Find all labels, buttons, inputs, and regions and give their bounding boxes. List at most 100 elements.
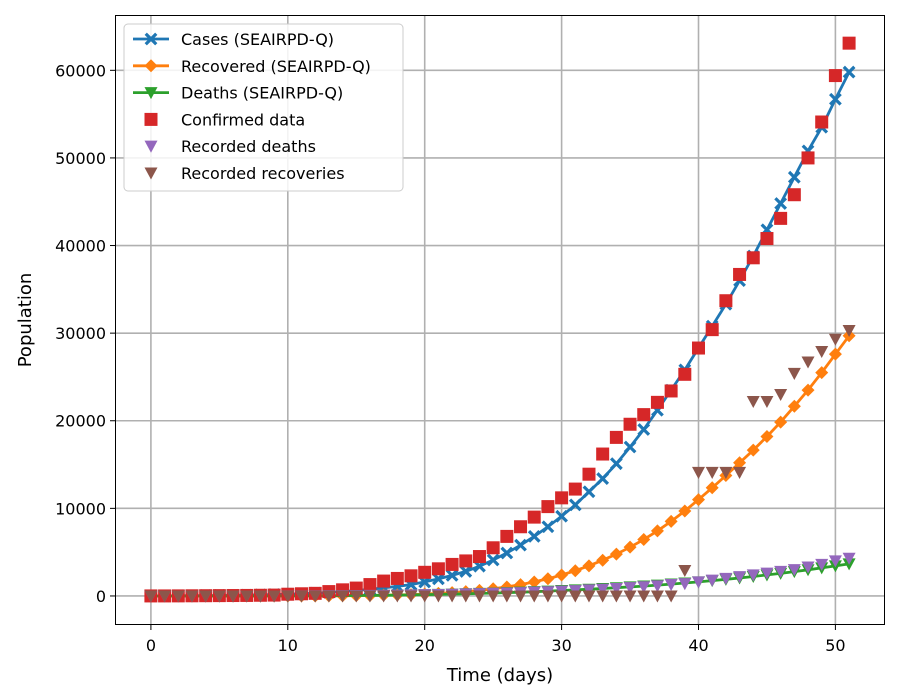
data-point xyxy=(760,567,774,580)
data-point xyxy=(815,366,829,380)
data-point xyxy=(568,564,582,578)
data-point xyxy=(609,457,623,471)
data-point xyxy=(733,571,747,584)
data-point xyxy=(692,493,706,507)
data-point xyxy=(418,590,432,603)
data-point xyxy=(815,115,829,129)
data-point xyxy=(582,485,596,499)
data-point xyxy=(582,559,596,573)
data-point xyxy=(541,590,555,603)
data-point xyxy=(678,504,692,518)
legend-item-deaths-seairpd-q: Deaths (SEAIRPD-Q) xyxy=(133,84,343,103)
data-point xyxy=(705,466,719,479)
y-tick-label: 60000 xyxy=(55,61,106,80)
data-point xyxy=(719,466,733,479)
data-point xyxy=(842,552,856,565)
data-point xyxy=(828,555,842,568)
data-point xyxy=(582,590,596,603)
data-point xyxy=(390,571,404,585)
data-point xyxy=(787,367,801,380)
data-point xyxy=(404,569,418,583)
legend-label: Recorded recoveries xyxy=(181,164,345,183)
data-point xyxy=(664,590,678,603)
y-tick-label: 40000 xyxy=(55,237,106,256)
data-point xyxy=(746,395,760,408)
plot-frame xyxy=(115,15,885,625)
data-point xyxy=(637,532,651,546)
data-point xyxy=(623,590,637,603)
x-tick-label: 40 xyxy=(688,636,708,655)
data-point xyxy=(555,568,569,582)
data-point xyxy=(171,590,185,603)
data-point xyxy=(500,590,514,603)
data-point xyxy=(363,590,377,603)
data-point xyxy=(774,565,788,578)
data-point xyxy=(746,251,760,265)
data-point xyxy=(514,520,528,534)
data-point xyxy=(719,572,733,585)
data-point xyxy=(787,399,801,413)
data-point xyxy=(842,36,856,50)
x-tick-label: 20 xyxy=(415,636,435,655)
data-point xyxy=(158,590,172,603)
data-point xyxy=(664,514,678,528)
legend-item-cases-seairpd-q: Cases (SEAIRPD-Q) xyxy=(133,30,334,49)
data-point xyxy=(582,584,596,597)
data-point xyxy=(801,561,815,574)
data-point xyxy=(815,346,829,359)
data-point xyxy=(459,565,473,578)
data-point xyxy=(568,482,582,496)
data-point xyxy=(596,472,610,485)
data-point xyxy=(541,500,555,514)
grid-lines xyxy=(116,16,884,624)
data-point xyxy=(582,467,596,481)
legend-marker xyxy=(144,167,158,180)
data-point xyxy=(377,590,391,603)
data-point xyxy=(596,590,610,603)
legend-marker xyxy=(144,112,158,126)
data-point xyxy=(431,590,445,603)
data-point xyxy=(815,558,829,571)
data-point xyxy=(377,574,391,588)
x-tick-label: 0 xyxy=(146,636,156,655)
series-line xyxy=(150,562,850,598)
data-point xyxy=(253,590,267,603)
data-point xyxy=(486,541,500,555)
legend-item-confirmed-data: Confirmed data xyxy=(144,110,305,129)
legend-item-recovered-seairpd-q: Recovered (SEAIRPD-Q) xyxy=(133,57,371,76)
data-point xyxy=(760,232,774,246)
data-point xyxy=(267,590,281,603)
series-layer xyxy=(144,36,856,603)
legend-label: Deaths (SEAIRPD-Q) xyxy=(181,84,343,103)
data-point xyxy=(774,211,788,225)
data-point xyxy=(555,491,569,505)
y-axis-label: Population xyxy=(15,273,36,368)
series-recorded-recoveries xyxy=(144,324,856,603)
data-point xyxy=(527,530,541,543)
data-point xyxy=(596,553,610,567)
data-point xyxy=(828,69,842,83)
data-point xyxy=(719,294,733,308)
data-point xyxy=(623,440,637,454)
data-point xyxy=(473,559,486,573)
data-point xyxy=(500,529,514,543)
data-point xyxy=(555,590,569,603)
legend: Cases (SEAIRPD-Q) Recovered (SEAIRPD-Q) De… xyxy=(123,23,404,192)
data-point xyxy=(774,388,788,401)
data-point xyxy=(596,583,610,596)
data-point xyxy=(240,590,254,603)
axis-ticks: 0 10 20 30 40 50 0 10000 20000 30000 40000 50000 600… xyxy=(55,61,845,655)
data-point xyxy=(650,395,664,409)
data-point xyxy=(390,590,404,603)
data-point xyxy=(459,554,473,568)
data-point xyxy=(623,582,637,595)
data-point xyxy=(828,333,842,346)
y-tick-label: 50000 xyxy=(55,149,106,168)
y-tick-label: 20000 xyxy=(55,412,106,431)
data-point xyxy=(623,417,637,431)
data-point xyxy=(445,568,459,582)
data-point xyxy=(664,579,678,592)
data-point xyxy=(363,578,377,592)
data-point xyxy=(637,581,651,594)
data-point xyxy=(418,565,432,579)
